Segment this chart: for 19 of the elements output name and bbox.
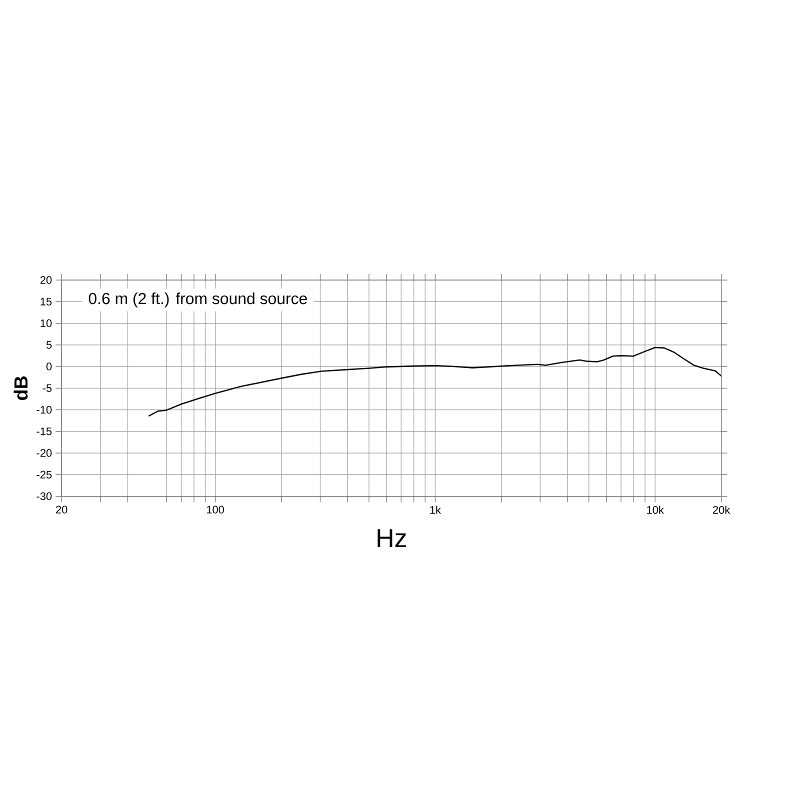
y-tick-label: -25 xyxy=(36,470,52,478)
y-axis-title: dB xyxy=(14,376,28,400)
x-tick-label: 100 xyxy=(206,506,224,514)
y-tick-label: 10 xyxy=(40,319,52,328)
annotation: 0.6 m (2 ft.) from sound source xyxy=(88,292,307,308)
y-tick-label: 20 xyxy=(40,276,52,284)
y-tick-label: -15 xyxy=(36,427,52,436)
x-tick-label: 1k xyxy=(430,506,441,514)
y-tick-label: -20 xyxy=(36,449,52,457)
y-tick-label: 0 xyxy=(46,362,52,370)
x-tick-label: 20 xyxy=(56,506,68,514)
y-tick-label: -10 xyxy=(36,406,52,414)
x-axis-title: Hz xyxy=(378,529,406,547)
x-tick-label: 20k xyxy=(712,506,730,514)
x-tick-label: 10k xyxy=(647,506,664,514)
y-tick-label: 5 xyxy=(46,340,52,349)
y-tick-label: 15 xyxy=(40,298,52,306)
y-tick-label: -5 xyxy=(42,384,52,392)
y-tick-label: -30 xyxy=(36,492,52,500)
